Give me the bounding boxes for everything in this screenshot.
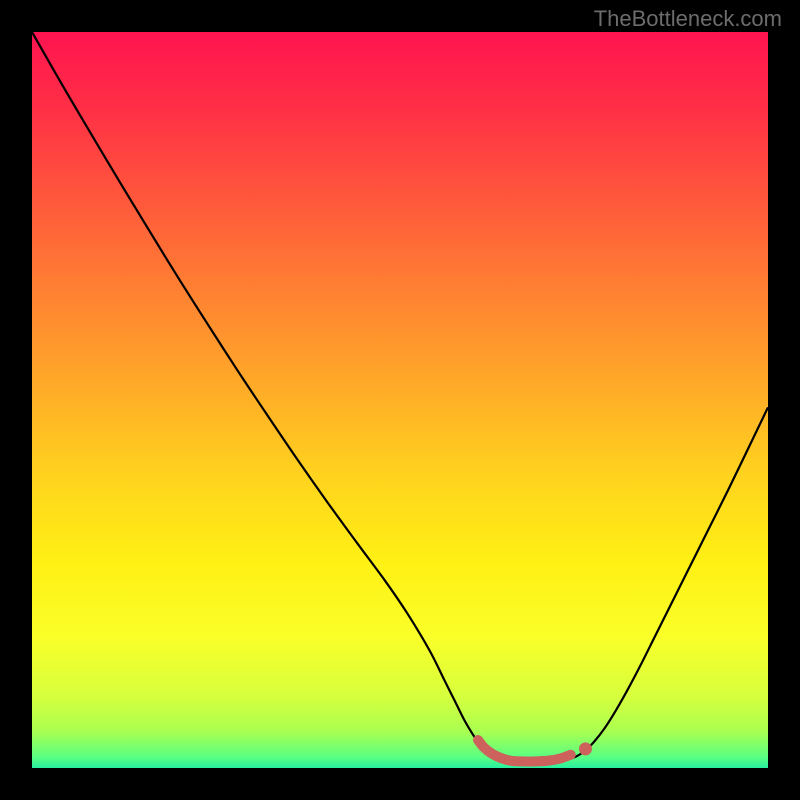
optimal-range-mark bbox=[478, 740, 571, 761]
watermark-text: TheBottleneck.com bbox=[594, 6, 782, 32]
chart-stage: TheBottleneck.com bbox=[0, 0, 800, 800]
plot-area bbox=[32, 32, 768, 768]
optimal-range-end-dot bbox=[579, 742, 592, 755]
bottleneck-curve bbox=[32, 32, 768, 763]
curve-overlay bbox=[32, 32, 768, 768]
